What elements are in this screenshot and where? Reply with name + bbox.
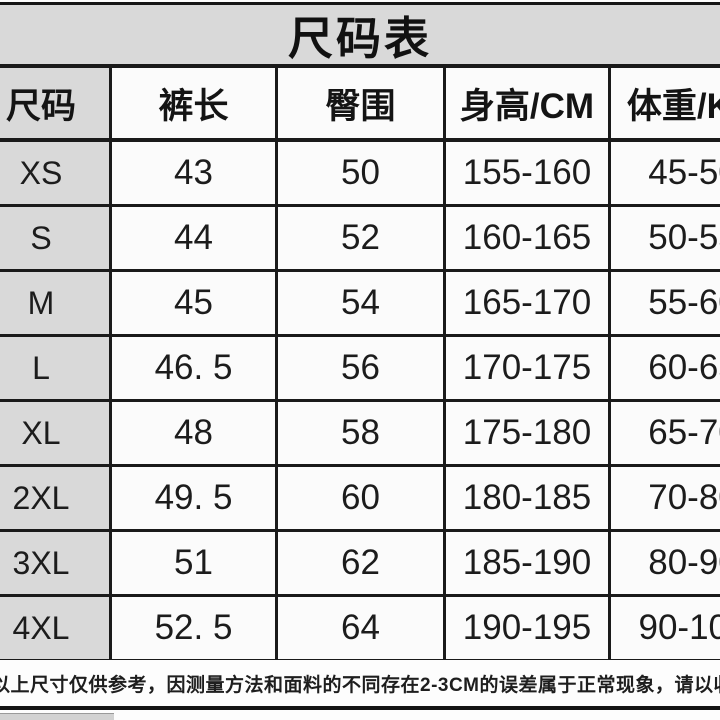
footer-note-band: 以上尺寸仅供参考，因测量方法和面料的不同存在2-3CM的误差属于正常现象，请以收…	[0, 660, 720, 710]
table-row: XL 48 58 175-180 65-70	[0, 399, 720, 467]
pants-length-cell: 52. 5	[109, 594, 278, 662]
header-cell-weight: 体重/KG	[608, 64, 720, 142]
hip-cell: 50	[275, 138, 446, 207]
chart-title-band: 尺码表	[0, 2, 720, 64]
hip-cell: 58	[275, 399, 446, 467]
table-row: XS 43 50 155-160 45-50	[0, 138, 720, 207]
hip-cell: 54	[275, 269, 446, 337]
size-cell: XS	[0, 138, 112, 207]
table-row: S 44 52 160-165 50-55	[0, 204, 720, 272]
header-cell-size: 尺码	[0, 64, 112, 142]
pants-length-cell: 44	[109, 204, 278, 272]
weight-cell: 90-100	[608, 594, 720, 662]
hip-cell: 62	[275, 529, 446, 597]
weight-cell: 45-50	[608, 138, 720, 207]
size-cell: 4XL	[0, 594, 112, 662]
hip-cell: 52	[275, 204, 446, 272]
height-cell: 180-185	[443, 464, 611, 532]
size-cell: 3XL	[0, 529, 112, 597]
table-row: L 46. 5 56 170-175 60-65	[0, 334, 720, 402]
hip-cell: 60	[275, 464, 446, 532]
header-cell-hip: 臀围	[275, 64, 446, 142]
weight-cell: 55-60	[608, 269, 720, 337]
size-cell: L	[0, 334, 112, 402]
header-row: 尺码 裤长 臀围 身高/CM 体重/KG	[0, 64, 720, 142]
weight-cell: 65-70	[608, 399, 720, 467]
table-row: 3XL 51 62 185-190 80-90	[0, 529, 720, 597]
header-cell-pants-length: 裤长	[109, 64, 278, 142]
table-row: 2XL 49. 5 60 180-185 70-80	[0, 464, 720, 532]
pants-length-cell: 51	[109, 529, 278, 597]
height-cell: 165-170	[443, 269, 611, 337]
table-row: M 45 54 165-170 55-60	[0, 269, 720, 337]
size-table: 尺码 裤长 臀围 身高/CM 体重/KG XS 43 50 155-160 45…	[0, 64, 720, 662]
pants-length-cell: 43	[109, 138, 278, 207]
hip-cell: 56	[275, 334, 446, 402]
header-cell-height: 身高/CM	[443, 64, 611, 142]
weight-cell: 60-65	[608, 334, 720, 402]
weight-cell: 70-80	[608, 464, 720, 532]
weight-cell: 50-55	[608, 204, 720, 272]
height-cell: 160-165	[443, 204, 611, 272]
height-cell: 190-195	[443, 594, 611, 662]
size-cell: 2XL	[0, 464, 112, 532]
footer-note: 以上尺寸仅供参考，因测量方法和面料的不同存在2-3CM的误差属于正常现象，请以收…	[0, 674, 720, 696]
pants-length-cell: 46. 5	[109, 334, 278, 402]
pants-length-cell: 48	[109, 399, 278, 467]
weight-cell: 80-90	[608, 529, 720, 597]
height-cell: 175-180	[443, 399, 611, 467]
size-cell: M	[0, 269, 112, 337]
pants-length-cell: 49. 5	[109, 464, 278, 532]
height-cell: 170-175	[443, 334, 611, 402]
height-cell: 155-160	[443, 138, 611, 207]
size-cell: XL	[0, 399, 112, 467]
bottom-left-cropped-fragment	[0, 713, 114, 720]
table-row: 4XL 52. 5 64 190-195 90-100	[0, 594, 720, 662]
chart-title: 尺码表	[287, 13, 432, 64]
size-cell: S	[0, 204, 112, 272]
pants-length-cell: 45	[109, 269, 278, 337]
hip-cell: 64	[275, 594, 446, 662]
height-cell: 185-190	[443, 529, 611, 597]
